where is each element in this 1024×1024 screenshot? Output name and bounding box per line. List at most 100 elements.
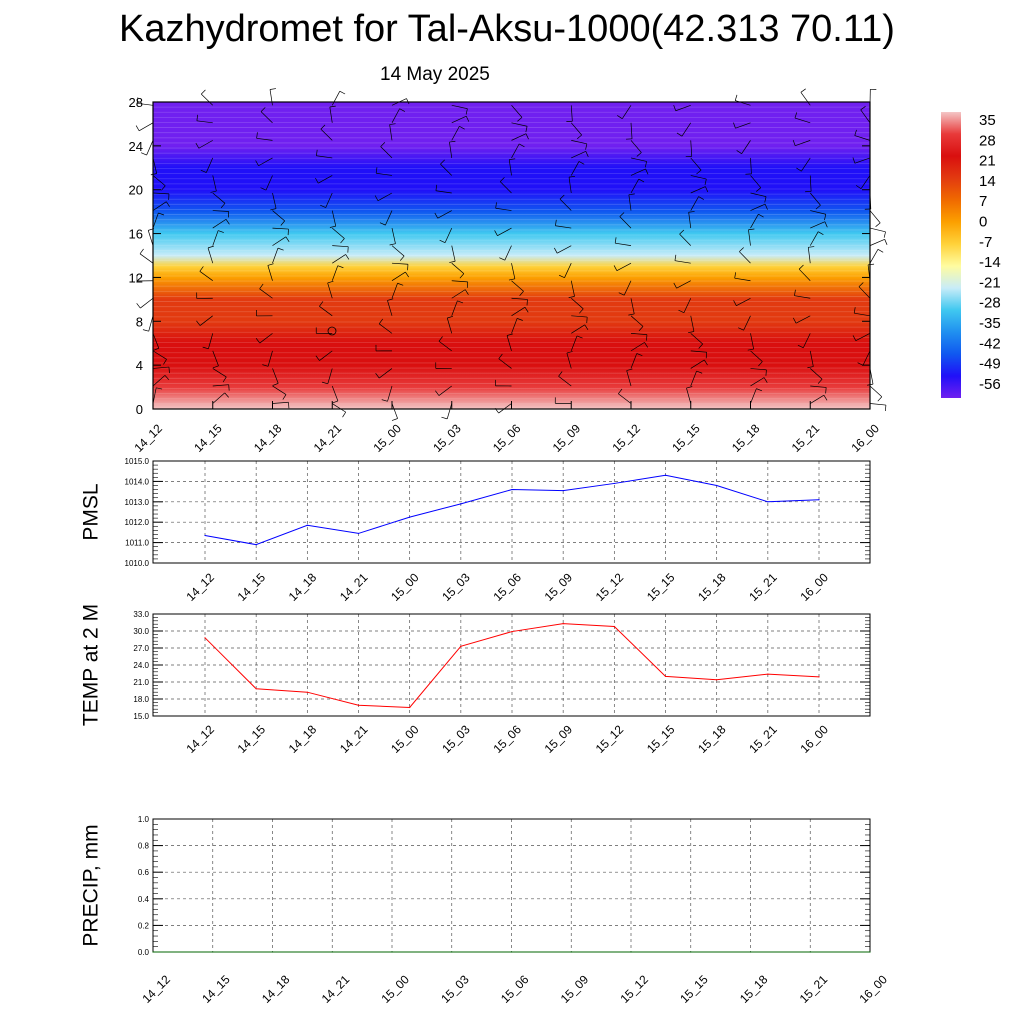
wind-barb — [615, 242, 632, 246]
wind-barb-flag — [218, 230, 224, 233]
wind-barb — [437, 210, 452, 219]
wind-barb-flag — [645, 168, 649, 175]
wind-barb — [331, 265, 339, 281]
wind-barb — [750, 203, 766, 211]
wind-barb — [690, 196, 699, 211]
x-tick-label: 14_18 — [259, 972, 293, 1006]
wind-barb — [378, 323, 393, 334]
temp-point — [664, 675, 667, 677]
x-tick-label: 15_09 — [550, 421, 584, 455]
wind-barb-flag — [704, 178, 707, 185]
wind-barb — [511, 143, 520, 159]
wind-barb — [690, 333, 703, 345]
wind-barb-flag — [817, 378, 823, 384]
wind-barb-flag — [698, 196, 704, 200]
wind-barb-flag — [435, 184, 438, 191]
wind-barb-flag — [618, 292, 625, 296]
precip-point — [510, 951, 513, 953]
precip-point — [570, 951, 572, 953]
wind-barb — [795, 140, 811, 147]
wind-barb — [794, 295, 811, 299]
wind-barb — [810, 385, 827, 388]
wind-barb — [559, 198, 572, 211]
wind-barb — [329, 106, 333, 123]
wind-barb-flag — [618, 388, 623, 394]
wind-barb-flag — [824, 221, 828, 228]
wind-barb — [690, 157, 702, 171]
wind-barb — [212, 192, 226, 204]
wind-barb-flag — [554, 247, 558, 254]
colorbar-label: -42 — [979, 335, 1001, 352]
wind-barb — [739, 251, 751, 264]
colorbar: 35 28 21 14 7 0 -7 -14 -21 -28 -35 -42 -49 -56 — [941, 112, 1001, 398]
wind-barb-flag — [855, 185, 862, 190]
wind-barb — [750, 388, 757, 404]
wind-barb — [556, 245, 572, 254]
wind-barb-flag — [619, 212, 625, 217]
wind-barb-flag — [792, 317, 797, 324]
wind-barb-flag — [259, 283, 264, 289]
wind-barb-flag — [222, 376, 227, 383]
wind-barb — [810, 210, 826, 215]
wind-barb-flag — [794, 112, 798, 119]
wind-barb — [332, 254, 346, 264]
temp-point — [716, 679, 718, 681]
wind-barb-flag — [282, 394, 287, 400]
wind-barb-flag — [499, 177, 505, 182]
wind-barb-flag — [875, 222, 881, 227]
wind-barb-flag — [852, 335, 857, 341]
wind-barb-flag — [449, 260, 456, 263]
x-tick-label: 15_18 — [737, 972, 771, 1006]
wind-barb-flag — [225, 219, 230, 225]
wind-barb — [451, 300, 458, 316]
colorbar-label: -21 — [979, 274, 1001, 291]
wind-barb — [332, 227, 345, 239]
wind-barb-flag — [508, 278, 515, 281]
wind-barb-flag — [569, 175, 576, 178]
x-tick-label: 15_06 — [490, 722, 524, 756]
y-tick-label: 12 — [129, 270, 143, 285]
calm-wind-marker — [327, 326, 337, 336]
wind-barb-flag — [378, 318, 384, 324]
wind-barb — [207, 247, 214, 264]
wind-barb — [201, 93, 213, 106]
wind-barb-flag — [686, 386, 693, 389]
wind-barb — [212, 230, 219, 246]
wind-barb-flag — [320, 204, 326, 208]
colorbar-label: 14 — [979, 173, 996, 190]
wind-barb-flag — [260, 107, 266, 112]
y-tick-label: 1015.0 — [125, 457, 150, 466]
wind-barb — [686, 388, 692, 404]
wind-barb — [735, 100, 751, 106]
wind-barb-flag — [342, 411, 347, 418]
wind-barb-flag — [207, 245, 214, 249]
wind-barb-flag — [807, 366, 814, 369]
wind-barb-flag — [739, 247, 744, 252]
temp-point — [562, 623, 564, 625]
wind-barb — [140, 297, 154, 309]
wind-barb — [259, 288, 273, 299]
wind-barb — [618, 393, 632, 404]
wind-barb — [748, 229, 751, 246]
x-tick-label: 15_12 — [609, 421, 643, 455]
wind-barb-flag — [517, 117, 523, 122]
wind-barb — [688, 212, 692, 229]
colorbar-label: -35 — [979, 315, 1001, 332]
x-tick-label: 15_15 — [677, 972, 711, 1006]
wind-barb — [621, 105, 632, 119]
wind-barb-flag — [196, 114, 198, 121]
y-tick-label: 28 — [129, 95, 143, 110]
x-tick-label: 15_03 — [439, 722, 473, 756]
wind-barb — [570, 280, 575, 297]
x-tick-label: 14_12 — [183, 570, 217, 604]
wind-barb — [272, 210, 285, 222]
wind-barb — [212, 210, 229, 212]
pmsl-point — [409, 516, 411, 518]
temp-point — [460, 645, 462, 647]
x-tick-label: 15_03 — [438, 972, 472, 1006]
wind-barb — [391, 228, 396, 244]
x-tick-label: 14_21 — [319, 972, 353, 1006]
wind-barb-flag — [796, 167, 802, 172]
wind-barb — [798, 268, 811, 281]
y-tick-label: 8 — [136, 314, 143, 329]
